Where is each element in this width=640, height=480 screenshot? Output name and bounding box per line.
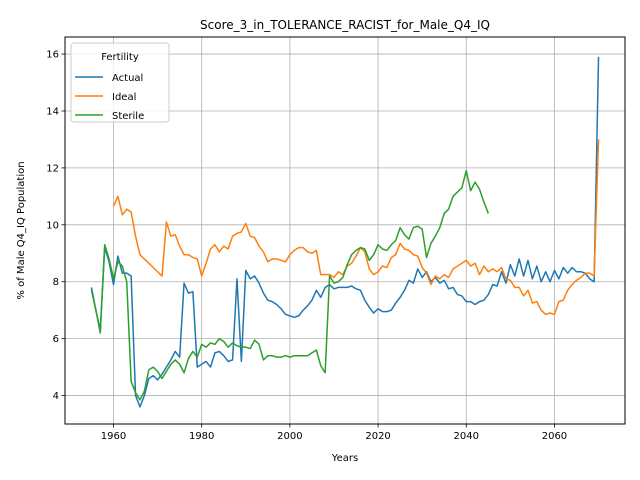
y-axis-label: % of Male Q4_IQ Population [16, 161, 27, 299]
x-tick-label: 2000 [277, 431, 302, 442]
y-tick-label: 8 [53, 277, 59, 288]
legend-label-ideal: Ideal [112, 92, 136, 103]
y-tick-label: 12 [46, 163, 59, 174]
series-line-ideal [112, 139, 600, 316]
legend-label-sterile: Sterile [112, 111, 144, 122]
legend-label-actual: Actual [112, 73, 143, 84]
y-tick-label: 10 [46, 220, 59, 231]
x-tick-label: 1980 [189, 431, 214, 442]
x-axis-label: Years [331, 453, 358, 464]
x-tick-label: 2020 [365, 431, 390, 442]
legend-title: Fertility [101, 52, 139, 63]
y-tick-label: 16 [46, 50, 59, 61]
x-tick-label: 2040 [454, 431, 479, 442]
y-tick-label: 14 [46, 106, 59, 117]
legend-entries: Actual Ideal Sterile [75, 73, 144, 122]
legend: Fertility Actual Ideal Sterile [70, 42, 170, 123]
axis-ticks: 1960 1980 2000 2020 2040 2060 4 6 8 10 12 14 16 [46, 50, 567, 442]
series-lines [90, 56, 600, 408]
series-line-actual [90, 56, 600, 408]
chart-title: Score_3_in_TOLERANCE_RACIST_for_Male_Q4_… [200, 18, 490, 32]
legend-box [70, 42, 170, 123]
x-tick-label: 1960 [101, 431, 126, 442]
series-line-sterile [90, 169, 490, 401]
y-tick-label: 6 [53, 334, 59, 345]
x-tick-label: 2060 [542, 431, 567, 442]
plot-frame [64, 36, 626, 425]
grid [65, 37, 625, 424]
y-tick-label: 4 [53, 391, 59, 402]
